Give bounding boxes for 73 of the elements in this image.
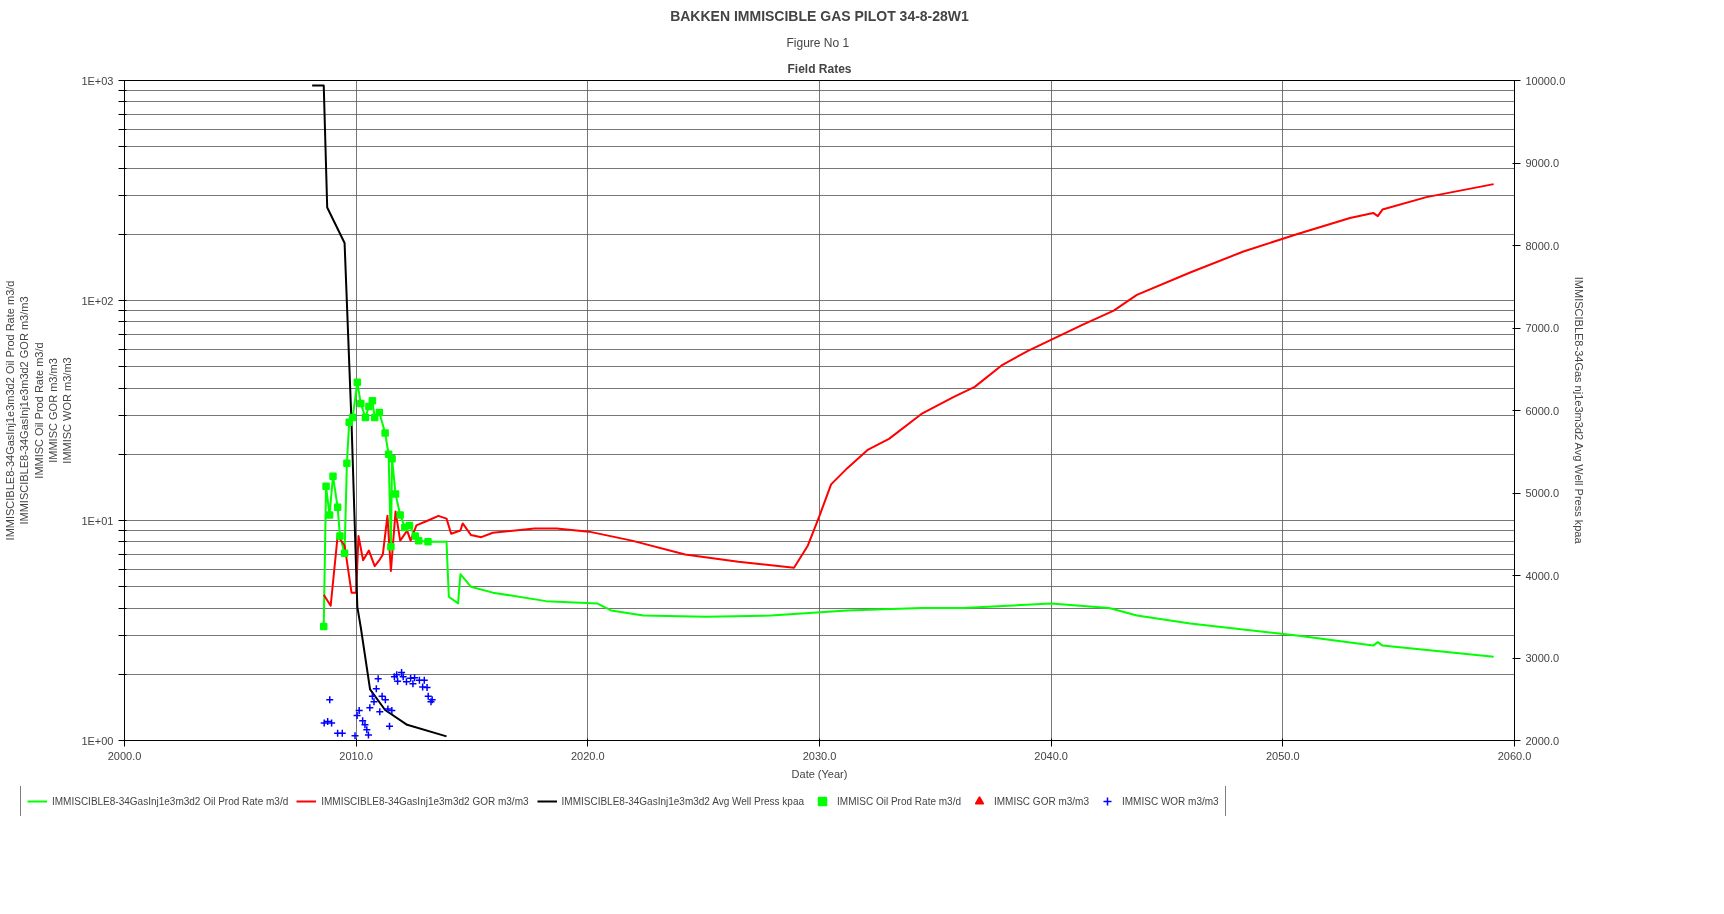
point bbox=[388, 454, 396, 463]
point bbox=[396, 511, 404, 519]
point bbox=[338, 728, 347, 738]
point bbox=[319, 622, 328, 631]
y2-tick-label: 9000.0 bbox=[1525, 157, 1560, 169]
point bbox=[424, 538, 432, 546]
legend-label: IMMISC GOR m3/m3 bbox=[993, 795, 1089, 807]
x-axis-title: Date (Year) bbox=[791, 767, 848, 780]
legend-label: IMMISCIBLE8-34GasInj1e3m3d2 Avg Well Press kpaa bbox=[561, 795, 805, 807]
point bbox=[353, 378, 362, 386]
point bbox=[329, 472, 337, 480]
point bbox=[414, 536, 423, 545]
point bbox=[361, 413, 370, 422]
point bbox=[333, 503, 342, 511]
point bbox=[375, 408, 384, 417]
point bbox=[348, 413, 357, 422]
x-tick-label: 2030.0 bbox=[802, 749, 837, 762]
point bbox=[322, 482, 330, 491]
chart-subtitle: Figure No 1 bbox=[786, 35, 850, 50]
point bbox=[405, 521, 414, 530]
point bbox=[377, 691, 387, 701]
point bbox=[336, 532, 344, 540]
y2-tick-label: 10000.0 bbox=[1525, 74, 1566, 87]
y-tick-label: 1E+03 bbox=[81, 74, 114, 87]
point bbox=[360, 720, 370, 729]
point bbox=[387, 542, 395, 551]
legend-label: IMMISC WOR m3/m3 bbox=[1122, 795, 1219, 807]
point bbox=[375, 707, 385, 717]
x-tick-label: 2060.0 bbox=[1497, 749, 1532, 762]
y-tick-label: 1E+02 bbox=[81, 294, 114, 307]
legend-label: IMMISC Oil Prod Rate m3/d bbox=[837, 795, 961, 807]
point bbox=[383, 704, 393, 714]
point bbox=[340, 549, 349, 557]
point bbox=[420, 675, 429, 685]
point bbox=[422, 683, 432, 692]
point bbox=[381, 429, 389, 437]
point bbox=[368, 397, 377, 405]
point bbox=[357, 399, 365, 408]
chart-title: BAKKEN IMMISCIBLE GAS PILOT 34-8-28W1 bbox=[670, 7, 970, 24]
x-tick-label: 2040.0 bbox=[1034, 749, 1068, 762]
point bbox=[362, 725, 372, 734]
point bbox=[391, 490, 400, 498]
point bbox=[381, 695, 390, 705]
line-series bbox=[322, 183, 1495, 607]
x-tick-label: 2020.0 bbox=[571, 749, 605, 762]
y2-tick-label: 5000.0 bbox=[1525, 487, 1560, 499]
text: Field Rates bbox=[787, 61, 852, 76]
point bbox=[387, 706, 397, 715]
point bbox=[327, 718, 336, 728]
x-tick-label: 2000.0 bbox=[107, 749, 142, 762]
x-tick-label: 2050.0 bbox=[1266, 749, 1300, 762]
legend-label: IMMISCIBLE8-34GasInj1e3m3d2 Oil Prod Rate m3/d bbox=[52, 795, 289, 807]
point bbox=[350, 731, 360, 741]
y2-tick-label: 2000.0 bbox=[1525, 734, 1560, 747]
line-series bbox=[311, 84, 448, 738]
point bbox=[325, 695, 335, 705]
point bbox=[423, 691, 433, 701]
y2-tick-label: 4000.0 bbox=[1525, 569, 1560, 582]
x-tick-label: 2010.0 bbox=[339, 749, 373, 762]
y2-axis-title: IMMISCIBLE8-34Gas nj1e3m3d2 Avg Well Press kpaa bbox=[1573, 276, 1586, 545]
y2-tick-label: 7000.0 bbox=[1525, 322, 1560, 334]
point bbox=[343, 459, 351, 468]
y-tick-label: 1E+01 bbox=[81, 514, 114, 527]
point bbox=[364, 730, 373, 740]
y2-tick-label: 6000.0 bbox=[1525, 404, 1560, 417]
legend-label: IMMISCIBLE8-34GasInj1e3m3d2 GOR m3/m3 bbox=[321, 795, 529, 807]
point bbox=[368, 691, 377, 701]
y2-tick-label: 8000.0 bbox=[1525, 239, 1560, 252]
y-tick-label: 1E+00 bbox=[81, 734, 114, 747]
y-axis-title: IMMISCIBLE8-34GasInj1e3m3d2 Oil Prod Rate m3/d IMMISCIBLE8-34GasInj1e3m3d2 GOR m3/m3 IMMISC Oil Prod Rate m3/d IMMISC GOR m3/m3 IMMISC WOR m3/m3 bbox=[3, 280, 74, 541]
y2-tick-label: 3000.0 bbox=[1525, 652, 1560, 664]
point bbox=[373, 674, 383, 683]
point bbox=[325, 511, 334, 519]
